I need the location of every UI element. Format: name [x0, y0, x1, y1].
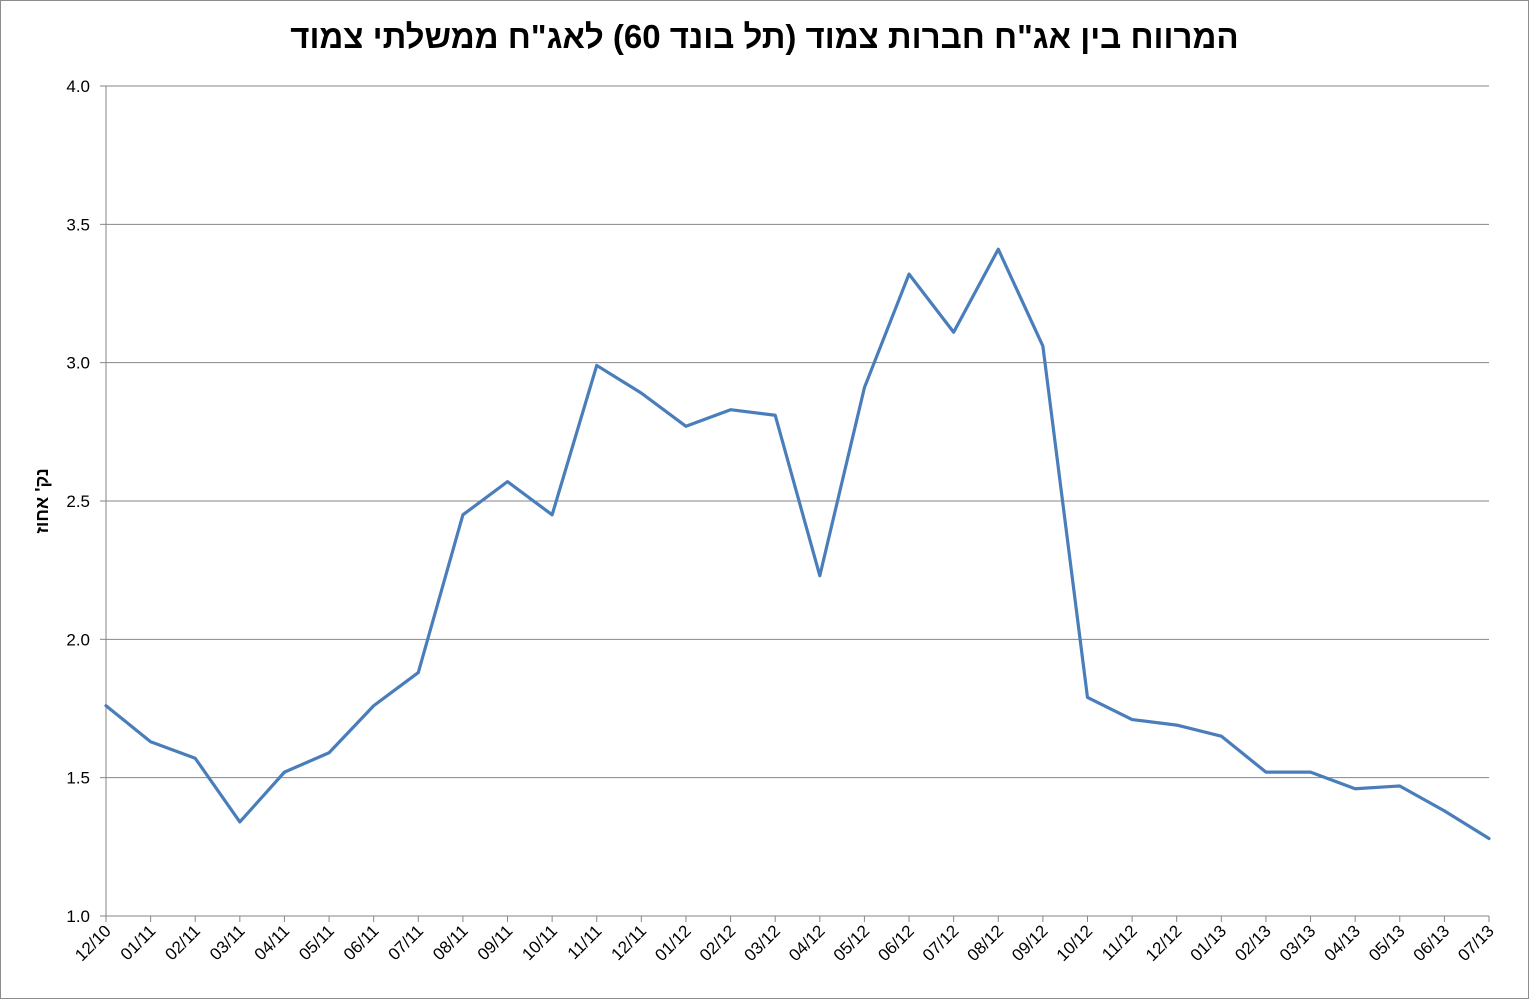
x-tick-label: 02/13 [1231, 921, 1275, 965]
x-tick-label: 10/11 [518, 921, 561, 964]
x-tick-label: 09/11 [474, 921, 517, 964]
series-layer [104, 247, 1491, 841]
x-tick-label: 05/12 [830, 921, 874, 965]
x-tick-label: 10/12 [1053, 921, 1097, 965]
y-tick-label: 2.0 [66, 630, 90, 649]
y-axis-label: נק' אחוז [32, 468, 52, 533]
x-tick-label: 04/12 [785, 921, 829, 965]
x-tick-label: 08/11 [429, 921, 472, 964]
x-tick-label: 07/11 [384, 921, 427, 964]
x-tick-label: 02/12 [696, 921, 740, 965]
x-tick-label: 02/11 [161, 921, 204, 964]
y-axis-ticks: 1.0 1.5 2.0 2.5 3.0 3.5 4.0 [66, 77, 90, 926]
x-tick-label: 04/13 [1320, 921, 1364, 965]
x-tick-label: 12/12 [1142, 921, 1186, 965]
y-tick-label: 1.0 [66, 907, 90, 926]
x-tick-label: 03/13 [1276, 921, 1320, 965]
x-tick-label: 01/13 [1187, 921, 1231, 965]
y-tick-label: 3.5 [66, 215, 90, 234]
x-tick-label: 03/11 [206, 921, 249, 964]
y-tick-label: 1.5 [66, 769, 90, 788]
x-tick-label: 06/12 [874, 921, 918, 965]
y-tick-label: 2.5 [66, 492, 90, 511]
x-tick-label: 11/11 [564, 921, 606, 963]
x-tick-label: 05/11 [295, 921, 338, 964]
x-tick-label: 12/11 [608, 921, 651, 964]
x-tick-label: 04/11 [251, 921, 294, 964]
y-tick-label: 4.0 [66, 77, 90, 96]
x-tick-label: 09/12 [1008, 921, 1052, 965]
x-tick-label: 06/13 [1410, 921, 1454, 965]
x-tick-label: 03/12 [741, 921, 785, 965]
chart-title: המרווח בין אג"ח חברות צמוד (תל בונד 60) … [290, 18, 1239, 55]
axes [100, 85, 1490, 922]
x-tick-label: 12/10 [71, 921, 115, 965]
y-tick-label: 3.0 [66, 354, 90, 373]
x-tick-label: 05/13 [1365, 921, 1409, 965]
x-axis-ticks: 12/10 01/11 02/11 03/11 04/11 05/11 06/11 07/11… [71, 921, 1498, 965]
x-tick-label: 07/13 [1454, 921, 1498, 965]
x-tick-label: 06/11 [340, 921, 383, 964]
x-tick-label: 01/11 [117, 921, 160, 964]
x-tick-label: 07/12 [919, 921, 963, 965]
series-line [104, 247, 1491, 841]
x-tick-label: 11/12 [1098, 921, 1141, 964]
x-tick-label: 08/12 [964, 921, 1008, 965]
x-tick-label: 01/12 [651, 921, 695, 965]
